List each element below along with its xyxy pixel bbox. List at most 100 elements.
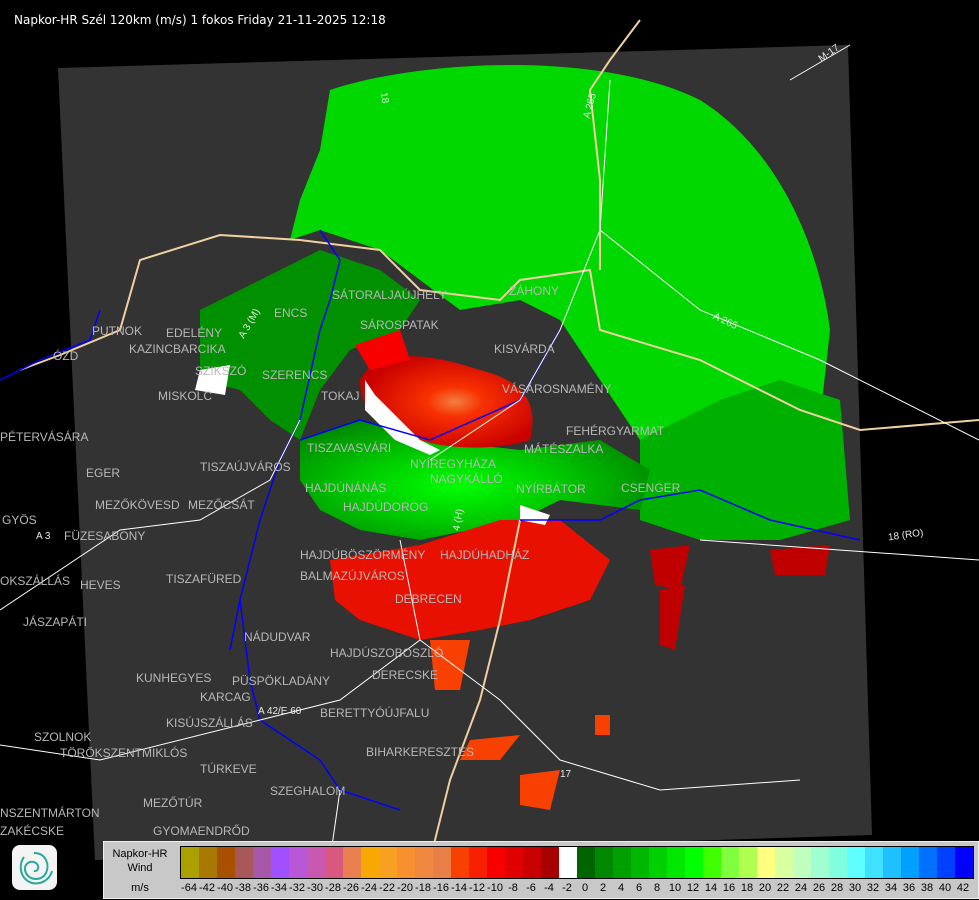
city-label: KISVÁRDA — [494, 342, 555, 356]
city-label: MÁTÉSZALKA — [524, 442, 604, 456]
green-echo-center — [300, 420, 650, 540]
city-label: ZAKÉCSKE — [0, 824, 65, 838]
city-label: TISZAÚJVÁROS — [200, 460, 291, 474]
city-label: NYÍREGYHÁZA — [410, 457, 497, 471]
legend-swatches — [180, 846, 974, 879]
legend-tick-label: 34 — [884, 882, 898, 894]
legend-tick-label: -28 — [325, 882, 341, 894]
city-label: EGER — [86, 466, 121, 480]
legend-title: Napkor-HR Wind m/s — [106, 847, 174, 895]
legend-ticks: -64 -42 -40 -38 -36 -34 -32 -30 -28 -26 -24 -22 -20-… — [180, 882, 979, 896]
legend-swatch — [847, 847, 865, 878]
city-label: NYÍRBÁTOR — [516, 482, 586, 496]
legend-tick-label: 16 — [722, 882, 736, 894]
legend-swatch — [433, 847, 451, 878]
legend-swatch — [577, 847, 595, 878]
color-legend: Napkor-HR Wind m/s -64 -42 -40 -38 -36 -34 -32… — [103, 841, 979, 899]
legend-swatch — [559, 847, 577, 878]
legend-swatch — [613, 847, 631, 878]
legend-swatch — [253, 847, 271, 878]
legend-tick-label: 8 — [653, 882, 661, 894]
city-label: GYOMAENDRŐD — [153, 824, 250, 838]
city-label: NAGYKÁLLÓ — [430, 472, 503, 486]
city-label: SZIKSZÓ — [195, 364, 247, 378]
green-echo-east — [640, 380, 850, 540]
legend-swatch — [415, 847, 433, 878]
legend-swatch — [703, 847, 721, 878]
legend-swatch — [325, 847, 343, 878]
city-label: TOKAJ — [321, 389, 360, 403]
city-label: PÜSPÖKLADÁNY — [232, 674, 331, 688]
green-echo-west — [200, 250, 420, 440]
legend-swatch — [685, 847, 703, 878]
borders-and-roads — [0, 19, 979, 861]
white-echo — [195, 365, 550, 525]
legend-swatch — [523, 847, 541, 878]
legend-swatch — [343, 847, 361, 878]
napkor-logo — [12, 845, 57, 890]
legend-tick-label: -10 — [487, 882, 503, 894]
city-label: MEZŐTÚR — [143, 796, 203, 810]
city-label: HAJDÚSZOBOSZLÓ — [330, 646, 444, 660]
darkred-echo-east — [650, 545, 830, 650]
legend-tick-label: -8 — [508, 882, 518, 894]
city-label: HAJDÚNÁNÁS — [305, 481, 387, 495]
city-label: VÁSÁROSNAMÉNY — [502, 382, 612, 396]
legend-tick-label: 38 — [920, 882, 934, 894]
city-label: SZOLNOK — [34, 730, 92, 744]
legend-swatch — [199, 847, 217, 878]
red-echo-south — [330, 520, 610, 640]
legend-swatch — [397, 847, 415, 878]
legend-swatch — [955, 847, 973, 878]
city-label: DEBRECEN — [395, 592, 462, 606]
legend-swatch — [667, 847, 685, 878]
legend-tick-label: -16 — [433, 882, 449, 894]
legend-tick-label: -26 — [343, 882, 359, 894]
city-label: BIHARKERESZTES — [366, 745, 475, 759]
legend-swatch — [235, 847, 253, 878]
country-border-north — [588, 19, 641, 270]
legend-swatch — [829, 847, 847, 878]
road-label: A 3 — [36, 531, 51, 542]
legend-swatch — [487, 847, 505, 878]
city-label: NÁDUDVAR — [244, 630, 311, 644]
city-label: FEHÉRGYARMAT — [566, 424, 665, 438]
legend-tick-label: -42 — [199, 882, 215, 894]
legend-tick-label: -40 — [217, 882, 233, 894]
city-label: ÓZD — [53, 349, 79, 363]
city-label: PUTNOK — [92, 324, 143, 338]
legend-tick-label: -30 — [307, 882, 323, 894]
city-label: CSENGER — [621, 481, 681, 495]
legend-swatch — [505, 847, 523, 878]
legend-swatch — [289, 847, 307, 878]
radar-echoes — [195, 65, 850, 810]
legend-tick-label: 2 — [599, 882, 607, 894]
legend-tick-label: 28 — [830, 882, 844, 894]
city-label: TÚRKEVE — [200, 762, 257, 776]
city-label: SZEGHALOM — [270, 784, 346, 798]
city-label: EDELÉNY — [166, 326, 223, 340]
country-border — [19, 233, 979, 432]
city-label: OKSZÁLLÁS — [0, 574, 71, 588]
legend-swatch — [631, 847, 649, 878]
legend-swatch — [865, 847, 883, 878]
legend-tick-label: -6 — [526, 882, 536, 894]
city-label: TISZAFÜRED — [166, 572, 242, 586]
legend-tick-label: 40 — [938, 882, 952, 894]
city-label: NSZENTMÁRTON — [0, 806, 100, 820]
legend-swatch — [811, 847, 829, 878]
city-label: ENCS — [274, 306, 308, 320]
road-label: 17 — [560, 769, 572, 780]
city-label: KUNHEGYES — [136, 671, 212, 685]
legend-tick-label: -4 — [544, 882, 554, 894]
city-label: MEZŐKÖVESD — [95, 498, 180, 512]
red-echo-north-small — [355, 330, 410, 370]
legend-swatch — [271, 847, 289, 878]
legend-tick-label: 24 — [794, 882, 808, 894]
city-label: HAJDÚDOROG — [343, 500, 429, 514]
legend-tick-label: 18 — [740, 882, 754, 894]
legend-quantity: Wind — [127, 862, 153, 874]
legend-swatch — [883, 847, 901, 878]
